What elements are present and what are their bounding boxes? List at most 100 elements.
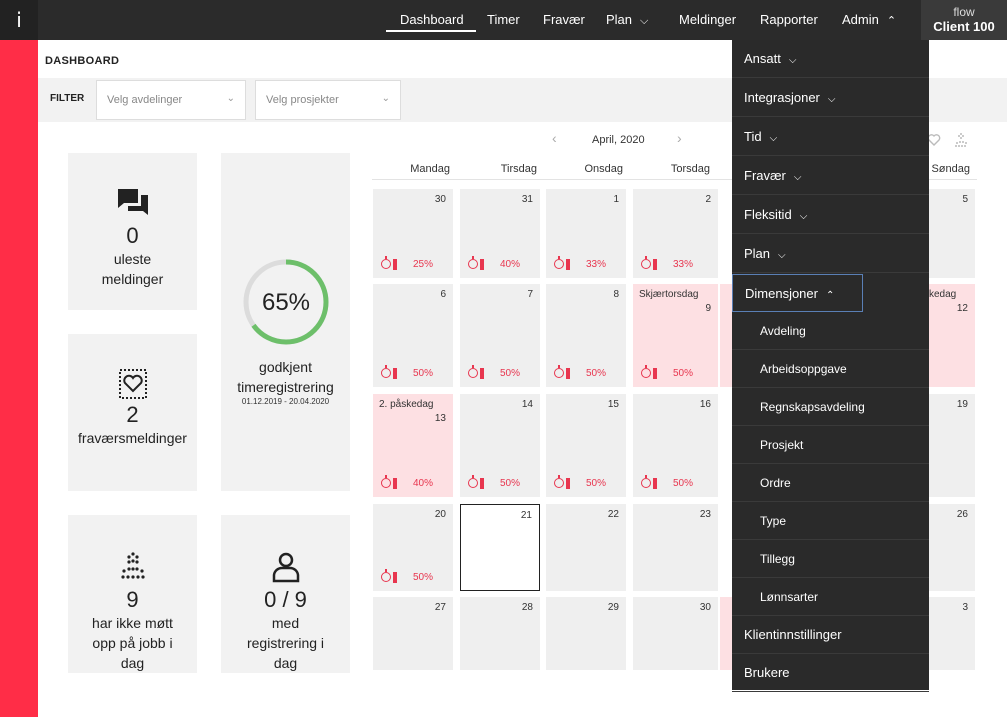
absence-label: fraværsmeldinger: [78, 430, 187, 446]
tile-registered[interactable]: 0 / 9 med registrering i dag: [221, 515, 350, 673]
menu-tid[interactable]: Tid ⌵: [732, 118, 929, 156]
menu-lonnsarter[interactable]: Lønnsarter: [732, 578, 929, 616]
calendar-day-cell[interactable]: 20 50%: [373, 504, 453, 591]
menu-tillegg[interactable]: Tillegg: [732, 540, 929, 578]
menu-fravaer[interactable]: Fravær ⌵: [732, 157, 929, 195]
calendar-day-cell[interactable]: 30 25%: [373, 189, 453, 278]
calendar-day-cell[interactable]: 15 50%: [546, 394, 626, 497]
calendar-sunday-cell[interactable]: 19: [929, 394, 975, 497]
calendar-sunday-cell[interactable]: 26: [929, 504, 975, 591]
prev-month-button[interactable]: ‹: [552, 130, 557, 146]
tile-not-present[interactable]: 9 har ikke møtt opp på jobb i dag: [68, 515, 197, 673]
stopwatch-icon: [381, 365, 391, 379]
chevron-down-icon: ⌄: [226, 93, 235, 104]
calendar-day-cell[interactable]: 28: [460, 597, 540, 670]
calendar-day-cell[interactable]: 2 33%: [633, 189, 718, 278]
menu-integrasjoner[interactable]: Integrasjoner ⌵: [732, 79, 929, 117]
registration-percent: 40%: [500, 259, 521, 270]
menu-prosjekt[interactable]: Prosjekt: [732, 426, 929, 464]
registered-label-3: dag: [273, 655, 298, 671]
day-number: 23: [699, 509, 711, 520]
tile-unread-messages[interactable]: 0 uleste meldinger: [68, 153, 197, 310]
registration-status: 50%: [381, 365, 433, 379]
menu-type[interactable]: Type: [732, 502, 929, 540]
calendar-day-cell[interactable]: 27: [373, 597, 453, 670]
menu-regnskapsavdeling[interactable]: Regnskapsavdeling: [732, 388, 929, 426]
day-number: 6: [440, 289, 446, 300]
calendar-day-cell[interactable]: 2. påskedag 13 40%: [373, 394, 453, 497]
tile-approved-time[interactable]: 65% godkjent timeregistrering 01.12.2019…: [221, 153, 350, 491]
nav-meldinger[interactable]: Meldinger: [679, 12, 737, 27]
calendar-day-cell[interactable]: 14 50%: [460, 394, 540, 497]
holiday-name: 2. påskedag: [379, 399, 434, 410]
status-bar-icon: [653, 367, 657, 379]
heart-icon[interactable]: [927, 133, 941, 147]
menu-brukere[interactable]: Brukere: [732, 654, 929, 692]
day-sondag: Søndag: [931, 163, 970, 175]
calendar-sunday-cell[interactable]: kedag 12: [929, 284, 975, 387]
calendar-day-cell[interactable]: 16 50%: [633, 394, 718, 497]
info-button[interactable]: i: [0, 0, 38, 40]
day-number: 8: [613, 289, 619, 300]
weekday-header: Mandag Tirsdag Onsdag Torsdag Søndag: [372, 160, 977, 180]
menu-fleksitid[interactable]: Fleksitid ⌵: [732, 196, 929, 234]
unread-count: 0: [126, 223, 139, 248]
nav-dashboard[interactable]: Dashboard: [400, 12, 464, 27]
departments-placeholder: Velg avdelinger: [107, 94, 183, 106]
day-number: 26: [956, 509, 968, 520]
day-number: 22: [607, 509, 619, 520]
calendar-sunday-cell[interactable]: 5: [929, 189, 975, 278]
day-number: 29: [607, 602, 619, 613]
nav-timer[interactable]: Timer: [487, 12, 520, 27]
menu-ansatt[interactable]: Ansatt ⌵: [732, 40, 929, 78]
nav-fravaer[interactable]: Fravær: [543, 12, 585, 27]
approved-range: 01.12.2019 - 20.04.2020: [241, 397, 330, 406]
calendar-day-cell[interactable]: 6 50%: [373, 284, 453, 387]
nav-plan[interactable]: Plan ⌵: [606, 0, 648, 40]
registration-status: 40%: [468, 256, 521, 270]
menu-dimensjoner-label: Dimensjoner: [745, 286, 818, 301]
menu-arbeidsoppgave[interactable]: Arbeidsoppgave: [732, 350, 929, 388]
left-sidebar: i: [0, 0, 38, 717]
calendar-day-cell[interactable]: 22: [546, 504, 626, 591]
day-number: 21: [520, 510, 532, 521]
menu-klientinnstillinger[interactable]: Klientinnstillinger: [732, 616, 929, 654]
calendar-sunday-cell[interactable]: 3: [929, 597, 975, 670]
stopwatch-icon: [641, 256, 651, 270]
calendar-day-cell[interactable]: 8 50%: [546, 284, 626, 387]
calendar-day-cell[interactable]: 21: [460, 504, 540, 591]
stopwatch-icon: [468, 256, 478, 270]
chevron-right-icon: ›: [677, 130, 682, 146]
client-brand[interactable]: flow Client 100: [921, 0, 1007, 40]
calendar-day-cell[interactable]: 1 33%: [546, 189, 626, 278]
nav-rapporter[interactable]: Rapporter: [760, 12, 818, 27]
menu-avdeling[interactable]: Avdeling: [732, 312, 929, 350]
calendar-day-cell[interactable]: 31 40%: [460, 189, 540, 278]
holiday-name: Skjærtorsdag: [639, 289, 699, 300]
projects-select[interactable]: Velg prosjekter ⌄: [255, 80, 401, 120]
tile-absence-messages[interactable]: 2 fraværsmeldinger: [68, 334, 197, 491]
calendar-day-cell[interactable]: 7 50%: [460, 284, 540, 387]
day-tirsdag: Tirsdag: [500, 163, 537, 175]
calendar-day-cell[interactable]: 30: [633, 597, 718, 670]
filter-label: FILTER: [50, 93, 85, 104]
client-name: Client 100: [933, 19, 995, 34]
chevron-down-icon: ⌵: [788, 55, 797, 66]
menu-dimensjoner[interactable]: Dimensjoner ⌃: [732, 274, 863, 312]
menu-ordre[interactable]: Ordre: [732, 464, 929, 502]
day-number: 2: [705, 194, 711, 205]
menu-integrasjoner-label: Integrasjoner: [744, 90, 820, 105]
chevron-down-icon: ⌵: [793, 172, 802, 183]
calendar-day-cell[interactable]: 23: [633, 504, 718, 591]
departments-select[interactable]: Velg avdelinger ⌄: [96, 80, 246, 120]
next-month-button[interactable]: ›: [677, 130, 682, 146]
person-dotted-icon[interactable]: [954, 132, 968, 148]
calendar-day-cell[interactable]: Skjærtorsdag 9 50%: [633, 284, 718, 387]
status-bar-icon: [566, 477, 570, 489]
nav-admin[interactable]: Admin ⌃: [842, 0, 896, 40]
calendar-day-cell[interactable]: 29: [546, 597, 626, 670]
registration-status: 50%: [468, 365, 521, 379]
menu-plan[interactable]: Plan ⌵: [732, 235, 929, 273]
registration-percent: 50%: [500, 368, 521, 379]
person-dotted-icon: [120, 552, 145, 579]
